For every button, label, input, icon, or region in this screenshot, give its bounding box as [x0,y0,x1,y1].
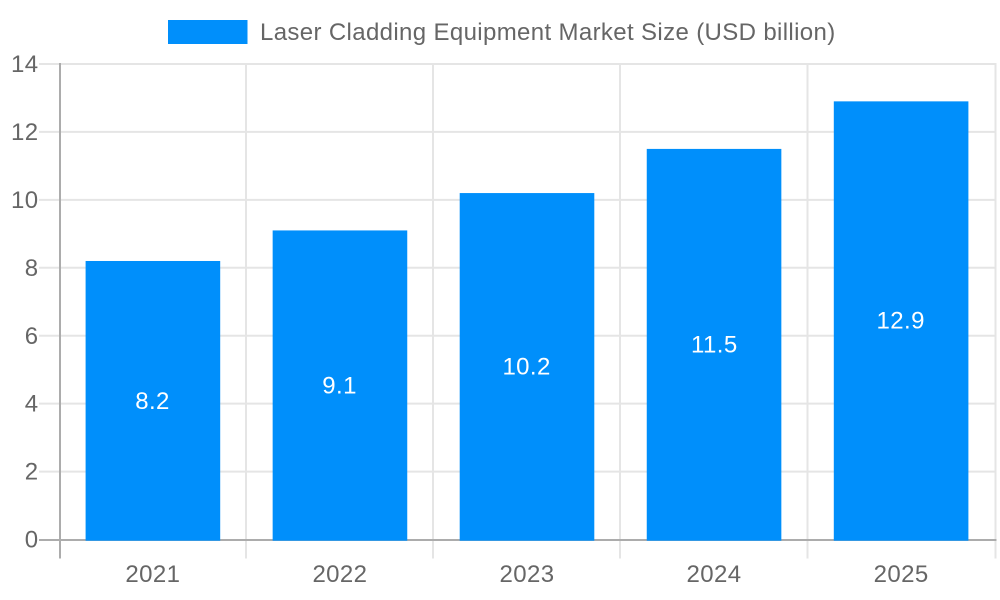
svg-text:2024: 2024 [687,561,742,588]
svg-text:8: 8 [25,255,39,282]
svg-text:Laser Cladding Equipment Marke: Laser Cladding Equipment Market Size (US… [260,19,836,46]
svg-text:2023: 2023 [500,561,555,588]
svg-text:12.9: 12.9 [877,308,925,335]
svg-text:12: 12 [11,119,39,146]
svg-text:10: 10 [11,187,39,214]
svg-text:9.1: 9.1 [322,373,357,400]
svg-text:0: 0 [25,527,39,554]
svg-text:2021: 2021 [125,561,180,588]
svg-text:8.2: 8.2 [135,388,170,415]
svg-text:6: 6 [25,323,39,350]
svg-text:4: 4 [25,391,39,418]
svg-text:2025: 2025 [874,561,929,588]
svg-text:10.2: 10.2 [502,353,550,380]
svg-text:11.5: 11.5 [691,332,738,359]
svg-text:14: 14 [11,51,39,78]
svg-text:2022: 2022 [312,561,367,588]
svg-text:2: 2 [25,459,39,486]
